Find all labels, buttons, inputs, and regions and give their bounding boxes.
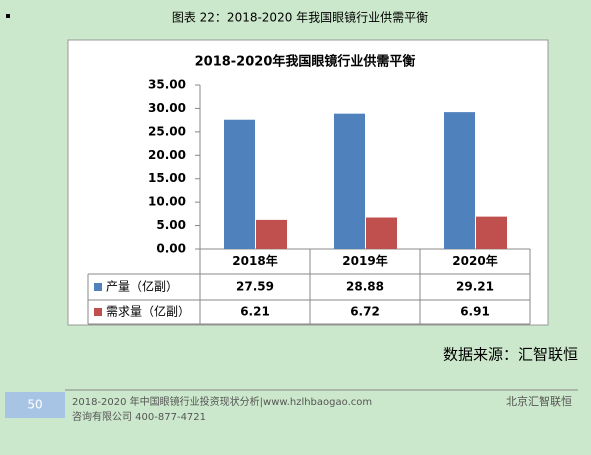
source: 数据来源：汇智联恒: [443, 346, 578, 364]
table-value: 6.91: [460, 305, 490, 319]
bar: [476, 216, 507, 249]
x-tick-label: 2018年: [232, 253, 277, 268]
y-tick-label: 0.00: [156, 242, 186, 256]
footer-line: 咨询有限公司 400-877-4721: [72, 410, 206, 423]
bar: [334, 113, 365, 249]
legend-label: 需求量（亿副）: [106, 304, 190, 319]
bar: [444, 112, 475, 250]
table-value: 27.59: [236, 280, 274, 294]
table-value: 28.88: [346, 280, 384, 294]
page-number-box: [5, 392, 65, 418]
bullet: [6, 14, 10, 18]
table-value: 29.21: [456, 280, 494, 294]
footer-right: 北京汇智联恒: [506, 394, 572, 408]
y-tick-label: 35.00: [148, 78, 186, 92]
x-tick-label: 2019年: [342, 253, 387, 268]
y-tick-label: 15.00: [148, 171, 186, 185]
legend-key: [94, 308, 102, 316]
table-value: 6.21: [240, 305, 270, 319]
bar: [366, 217, 397, 249]
footer-line: 2018-2020 年中国眼镜行业投资现状分析|www.hzlhbaogao.c…: [72, 395, 372, 408]
legend-key: [94, 283, 102, 291]
bar: [256, 219, 287, 249]
page-number: 50: [27, 398, 42, 412]
x-tick-label: 2020年: [452, 253, 497, 268]
y-tick-label: 25.00: [148, 124, 186, 138]
bar: [224, 119, 255, 249]
y-tick-label: 10.00: [148, 195, 186, 209]
y-tick-label: 30.00: [148, 101, 186, 115]
y-tick-label: 5.00: [156, 218, 186, 232]
table-value: 6.72: [350, 305, 380, 319]
caption: 图表 22：2018-2020 年我国眼镜行业供需平衡: [172, 10, 428, 25]
legend-label: 产量（亿副）: [106, 279, 178, 294]
y-tick-label: 20.00: [148, 148, 186, 162]
chart-title: 2018-2020年我国眼镜行业供需平衡: [195, 54, 416, 70]
